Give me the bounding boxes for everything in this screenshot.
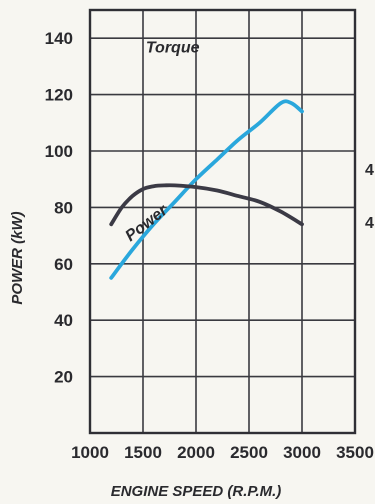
grid bbox=[88, 8, 357, 435]
y-tick-label: 120 bbox=[45, 86, 73, 105]
x-tick-label: 3000 bbox=[283, 443, 321, 462]
annotation-torque: Torque bbox=[146, 39, 200, 56]
tick-labels: 1000 1500 2000 2500 3000 3500 20 40 60 80 100 120 14… bbox=[45, 29, 374, 462]
x-tick-label: 3500 bbox=[336, 443, 374, 462]
y-tick-label: 100 bbox=[45, 142, 73, 161]
x-tick-label: 1500 bbox=[124, 443, 162, 462]
y-tick-label: 60 bbox=[54, 255, 73, 274]
plot-frame bbox=[88, 8, 357, 435]
x-axis-title: ENGINE SPEED (R.P.M.) bbox=[111, 483, 282, 500]
series-line-torque bbox=[109, 183, 304, 227]
y-axis-title: POWER (kW) bbox=[9, 211, 26, 304]
x-tick-label: 1000 bbox=[71, 443, 109, 462]
edge-label: 4 bbox=[365, 215, 374, 232]
series-lines bbox=[109, 99, 304, 280]
x-tick-label: 2500 bbox=[230, 443, 268, 462]
edge-label: 4 bbox=[365, 162, 374, 179]
y-tick-label: 140 bbox=[45, 29, 73, 48]
y-tick-label: 20 bbox=[54, 368, 73, 387]
x-tick-label: 2000 bbox=[177, 443, 215, 462]
y-tick-label: 40 bbox=[54, 311, 73, 330]
y-tick-label: 80 bbox=[54, 198, 73, 217]
series-line-power bbox=[109, 99, 304, 280]
